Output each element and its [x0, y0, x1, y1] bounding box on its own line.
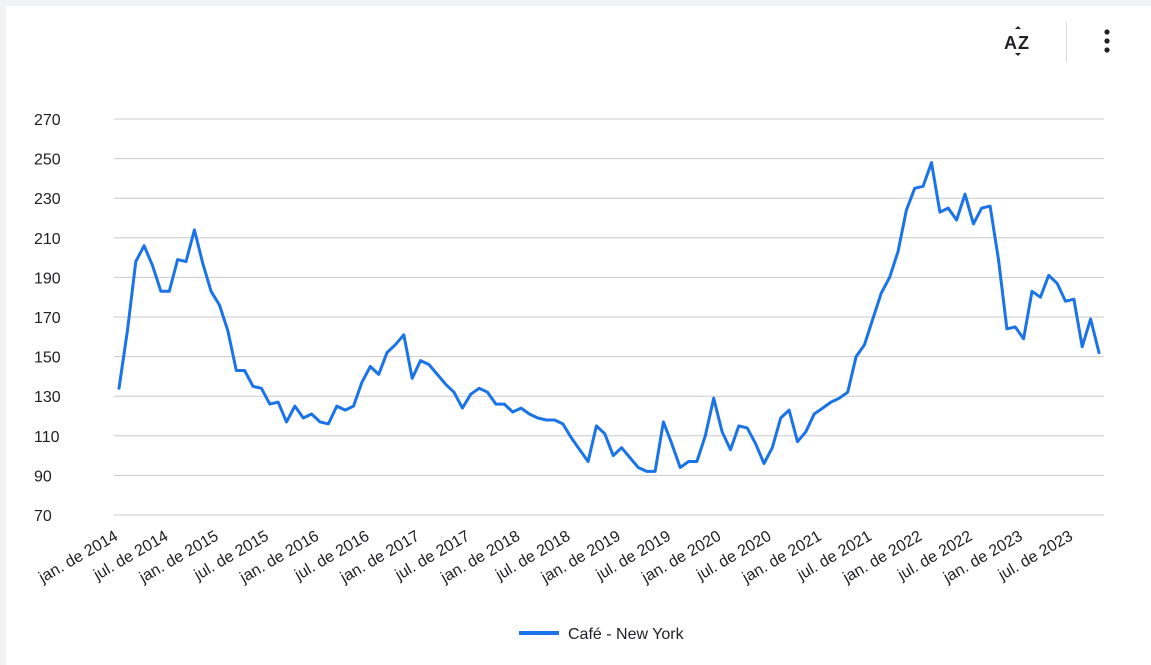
y-tick-label: 210 — [34, 231, 61, 248]
svg-text:A: A — [1004, 33, 1017, 53]
y-tick-label: 90 — [34, 468, 52, 485]
svg-text:Z: Z — [1018, 33, 1029, 53]
series-layer — [117, 161, 1101, 473]
y-tick-label: 150 — [34, 350, 61, 367]
legend-label[interactable]: Café - New York — [568, 626, 685, 643]
line-chart: 70 90 110 130 150 170 190 210 230 250 270 jan. de … — [34, 112, 1104, 643]
y-axis-labels: 70 90 110 130 150 170 190 210 230 250 270 — [34, 112, 61, 525]
y-tick-label: 130 — [34, 389, 61, 406]
gridlines — [114, 118, 1104, 516]
y-tick-label: 270 — [34, 112, 61, 129]
chart-toolbar: A Z — [998, 20, 1127, 64]
y-tick-label: 110 — [34, 429, 60, 446]
y-tick-label: 170 — [34, 310, 61, 327]
more-vert-icon — [1104, 29, 1110, 53]
toolbar-divider — [1066, 22, 1067, 62]
chart-card: A Z 70 90 110 130 150 170 190 210 230 250 270 jan.… — [6, 6, 1151, 665]
more-options-button[interactable] — [1087, 22, 1127, 62]
sort-button[interactable]: A Z — [998, 22, 1038, 62]
series-line-cafe-new-york[interactable] — [117, 161, 1101, 473]
y-tick-label: 190 — [34, 270, 61, 287]
y-tick-label: 250 — [34, 152, 61, 169]
y-tick-label: 70 — [34, 508, 52, 525]
y-tick-label: 230 — [34, 191, 61, 208]
legend: Café - New York — [519, 626, 685, 643]
sort-az-icon: A Z — [1004, 26, 1029, 56]
